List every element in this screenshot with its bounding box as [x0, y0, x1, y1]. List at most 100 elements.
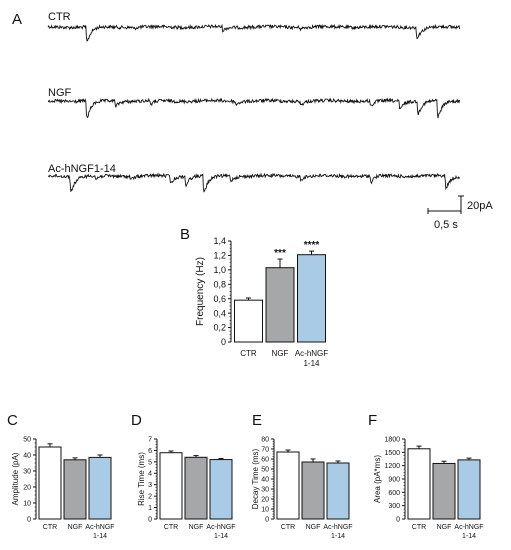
category-label: CTR: [43, 524, 57, 531]
y-tick-label: 0,4: [213, 308, 226, 318]
y-tick-label: 50: [23, 436, 31, 443]
y-tick-label: 7: [148, 436, 152, 443]
category-label: Ac-hNGF: [295, 349, 328, 358]
y-axis-label: Frequency (Hz): [195, 257, 206, 326]
bar-achngf: [209, 459, 233, 520]
y-tick-label: 900: [388, 476, 400, 483]
y-axis-label: Rise Time (ms): [137, 452, 146, 506]
y-axis-label: Amplitude (pA): [11, 452, 20, 505]
scale-bar-current-label: 20pA: [467, 200, 493, 212]
category-label: Ac-hNGF: [454, 524, 483, 531]
y-axis-label: Decay Time (ms): [251, 448, 260, 509]
bar-ngf: [432, 462, 456, 520]
y-tick-label: 3: [148, 482, 152, 489]
category-label: 1-14: [331, 533, 345, 540]
trace-label-ctr: CTR: [48, 11, 71, 23]
category-label: CTR: [240, 349, 257, 358]
y-tick-label: 60: [261, 456, 269, 463]
bar-achngf: [457, 459, 481, 520]
category-label: NGF: [437, 524, 452, 531]
category-label: CTR: [281, 524, 295, 531]
y-tick-label: 6: [148, 448, 152, 455]
y-tick-label: 10: [261, 506, 269, 513]
y-tick-label: 20: [23, 484, 31, 491]
trace-achngf: [47, 172, 461, 193]
trace-ngf: [47, 97, 461, 119]
y-tick-label: 70: [261, 446, 269, 453]
category-label: Ac-hNGF: [323, 524, 352, 531]
category-label: Ac-hNGF: [206, 524, 235, 531]
bar-ngf: [63, 459, 87, 520]
y-tick-label: 40: [23, 452, 31, 459]
y-tick-label: 1,2: [213, 251, 226, 261]
panel-letter-b: B: [180, 226, 190, 243]
y-tick-label: 600: [388, 490, 400, 497]
y-tick-label: 0: [148, 516, 152, 523]
bar-achngf: [326, 462, 350, 520]
category-label: CTR: [164, 524, 178, 531]
y-tick-label: 1500: [384, 450, 400, 457]
bar-ctr: [38, 446, 62, 520]
bar-achngf: [297, 254, 326, 343]
panel-letter-d: D: [131, 412, 142, 429]
trace-ctr: [47, 23, 461, 42]
y-tick-label: 0: [221, 337, 226, 347]
y-tick-label: 1: [148, 505, 152, 512]
panel-letter-a: A: [12, 11, 22, 28]
y-tick-label: 0: [396, 516, 400, 523]
bar-ctr: [234, 299, 263, 343]
y-tick-label: 300: [388, 503, 400, 510]
category-label: 1-14: [462, 533, 476, 540]
trace-label-achngf: Ac-hNGF1-14: [48, 163, 116, 175]
y-tick-label: 0: [265, 516, 269, 523]
chart-amplitude: 0 10 20 30 40 50 Amplitude (pA) CTR NGF Ac-hNGF 1-…: [11, 436, 115, 540]
category-label: Ac-hNGF: [85, 524, 114, 531]
y-tick-label: 30: [23, 468, 31, 475]
y-tick-label: 1800: [384, 436, 400, 443]
bar-ctr: [407, 448, 431, 520]
chart-rise-time: 0 1 2 3 4 5 6 7 Rise Time (ms) CTR NGF Ac-hNGF 1-14: [137, 436, 236, 540]
y-tick-label: 40: [261, 476, 269, 483]
bar-ngf: [265, 267, 295, 343]
panel-letter-e: E: [252, 412, 262, 429]
y-axis-label: Area (pA*ms): [373, 455, 382, 503]
y-tick-label: 20: [261, 496, 269, 503]
y-tick-label: 2: [148, 494, 152, 501]
scale-bar-time-label: 0,5 s: [434, 219, 458, 231]
y-tick-label: 1,0: [213, 265, 226, 275]
bar-ctr: [159, 452, 183, 520]
y-tick-label: 0,6: [213, 294, 226, 304]
category-label: NGF: [272, 349, 289, 358]
panel-letter-f: F: [368, 412, 377, 429]
bar-ngf: [184, 456, 208, 520]
y-tick-label: 0,2: [213, 323, 226, 333]
y-tick-label: 5: [148, 459, 152, 466]
category-label: 1-14: [303, 359, 320, 368]
y-tick-label: 0,8: [213, 279, 226, 289]
y-tick-label: 0: [27, 516, 31, 523]
panel-letter-c: C: [7, 412, 18, 429]
y-tick-label: 4: [148, 471, 152, 478]
trace-label-ngf: NGF: [48, 87, 72, 99]
category-label: NGF: [189, 524, 204, 531]
panel-a: A CTR NGF Ac-hNGF1-14 20pA 0,5 s: [12, 11, 493, 231]
significance-label: ***: [274, 248, 286, 259]
chart-area: 0 300 600 900 1200 1500 1800 Area (pA*ms) CTR NGF…: [373, 436, 484, 540]
y-tick-label: 80: [261, 436, 269, 443]
category-label: NGF: [68, 524, 83, 531]
bar-ctr: [276, 451, 300, 520]
bar-achngf: [88, 456, 112, 520]
bar-ngf: [301, 461, 325, 520]
y-tick-label: 30: [261, 486, 269, 493]
scale-bar: 20pA 0,5 s: [427, 195, 493, 231]
category-label: NGF: [306, 524, 321, 531]
y-tick-label: 10: [23, 500, 31, 507]
category-label: 1-14: [93, 533, 107, 540]
category-label: CTR: [412, 524, 426, 531]
y-tick-label: 1200: [384, 463, 400, 470]
category-label: 1-14: [214, 533, 228, 540]
significance-label: ****: [304, 240, 320, 251]
y-tick-label: 1,4: [213, 236, 226, 246]
